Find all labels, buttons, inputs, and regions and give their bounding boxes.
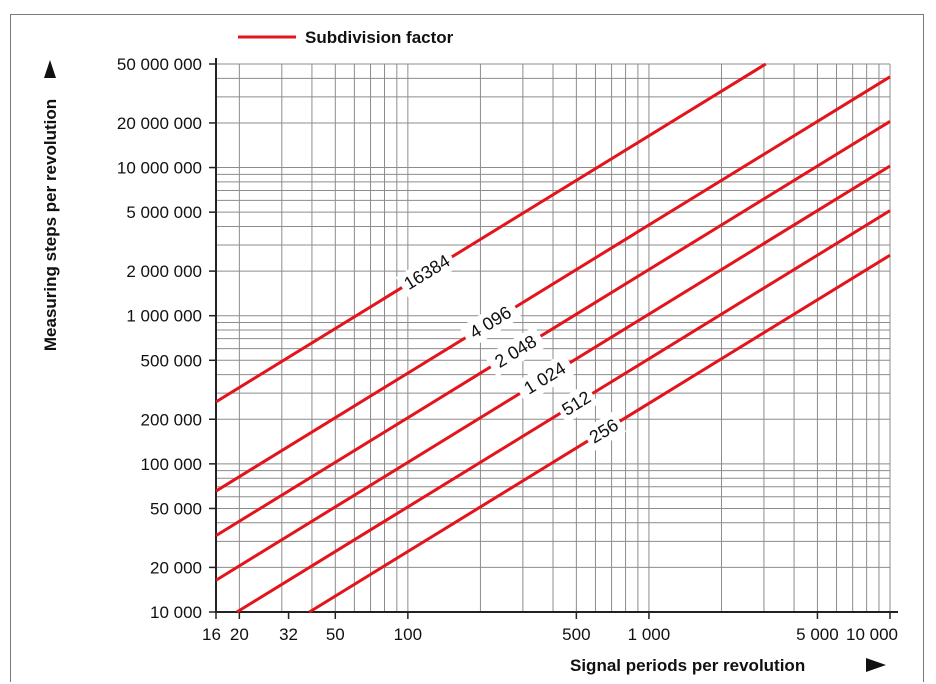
y-tick-label: 1 000 000 bbox=[126, 307, 202, 326]
y-tick-label: 50 000 000 bbox=[117, 55, 202, 74]
axes: 10 000 20 000 50 000 100 000 200 000 500 000 1… bbox=[117, 55, 898, 644]
y-tick-label: 10 000 bbox=[150, 603, 202, 622]
curve-label-4096: 4 096 bbox=[466, 302, 515, 343]
x-tick-label: 16 bbox=[202, 625, 221, 644]
y-tick-label: 2 000 000 bbox=[126, 262, 202, 281]
x-tick-label: 32 bbox=[279, 625, 298, 644]
y-axis-title: Measuring steps per revolution bbox=[41, 99, 60, 351]
legend: Subdivision factor bbox=[238, 28, 454, 47]
curve-label-group: 256 bbox=[581, 411, 627, 452]
curve-label-background bbox=[459, 296, 522, 348]
curve-label-background bbox=[581, 411, 627, 452]
curve-label-1024: 1 024 bbox=[520, 358, 569, 399]
y-tick-label: 50 000 bbox=[150, 499, 202, 518]
x-tick-label: 1 000 bbox=[628, 625, 671, 644]
x-tick-label: 500 bbox=[562, 625, 590, 644]
curve-label-group: 512 bbox=[554, 383, 599, 424]
x-axis-title: Signal periods per revolution bbox=[570, 656, 805, 675]
y-axis-title-group: Measuring steps per revolution bbox=[41, 99, 60, 351]
x-tick-label: 50 bbox=[326, 625, 345, 644]
y-tick-label: 100 000 bbox=[141, 455, 202, 474]
y-tick-label: 500 000 bbox=[141, 351, 202, 370]
series-line-4096 bbox=[215, 75, 891, 493]
y-axis-arrow-icon bbox=[44, 60, 56, 78]
curve-label-background bbox=[513, 352, 577, 404]
curve-label-group: 16384 bbox=[395, 246, 459, 298]
chart-frame bbox=[10, 14, 924, 682]
x-tick-label: 5 000 bbox=[796, 625, 839, 644]
y-tick-label: 20 000 000 bbox=[117, 114, 202, 133]
x-tick-label: 10 000 bbox=[846, 625, 898, 644]
series-line-2048 bbox=[215, 120, 891, 537]
curve-label-background bbox=[554, 383, 599, 424]
y-tick-label: 10 000 000 bbox=[117, 159, 202, 178]
x-axis-arrow-icon bbox=[866, 658, 886, 672]
curve-label-background bbox=[484, 325, 547, 378]
x-tick-label: 20 bbox=[230, 625, 249, 644]
legend-label: Subdivision factor bbox=[305, 28, 454, 47]
x-tick-label: 100 bbox=[394, 625, 422, 644]
grid bbox=[216, 63, 891, 613]
curve-label-background bbox=[395, 246, 459, 298]
series-line-16384 bbox=[215, 62, 767, 404]
curve-label-2048: 2 048 bbox=[491, 331, 540, 372]
y-tick-label: 5 000 000 bbox=[126, 203, 202, 222]
y-tick-label: 20 000 bbox=[150, 558, 202, 577]
y-tick-label: 200 000 bbox=[141, 410, 202, 429]
